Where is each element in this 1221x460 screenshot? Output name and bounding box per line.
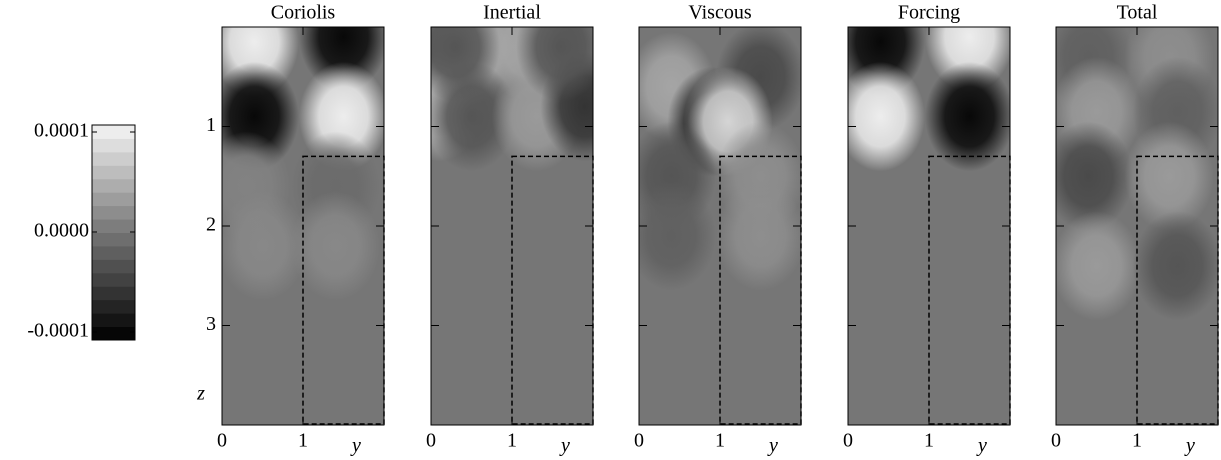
contour-blob — [1132, 211, 1218, 321]
colorbar-band — [92, 313, 135, 328]
y-axis-label: z — [196, 383, 205, 405]
colorbar-band — [92, 165, 135, 180]
colorbar-band — [92, 205, 135, 220]
panel-title: Total — [1117, 2, 1158, 24]
contour-blob — [924, 61, 1010, 172]
x-tick-label: 1 — [507, 430, 517, 452]
x-axis-label: y — [767, 435, 778, 457]
contour-blob — [1056, 121, 1133, 231]
x-tick-label: 0 — [217, 430, 227, 452]
contour-blob — [431, 27, 500, 102]
inset-box — [928, 155, 1011, 425]
contour-blob — [290, 191, 380, 301]
x-tick-label: 0 — [843, 430, 853, 452]
contour-blob — [1124, 121, 1214, 231]
colorbar-tick-label: 0.0001 — [34, 120, 89, 142]
x-axis-label: y — [350, 435, 361, 457]
colorbar-band — [92, 138, 135, 153]
colorbar-band — [92, 192, 135, 207]
colorbar-band — [92, 326, 135, 341]
panel-title: Inertial — [483, 2, 541, 24]
contour-blob — [1056, 211, 1142, 321]
colorbar-band — [92, 272, 135, 287]
colorbar-band — [92, 259, 135, 274]
panel — [222, 27, 384, 425]
x-axis-label: y — [559, 435, 570, 457]
contour-blob — [639, 181, 716, 291]
x-tick-label: 0 — [426, 430, 436, 452]
inset-box — [302, 155, 385, 425]
panel — [431, 27, 593, 425]
x-tick-label: 1 — [1132, 430, 1142, 452]
inset-box — [511, 155, 594, 425]
x-axis-label: y — [1184, 435, 1195, 457]
contour-blob — [516, 27, 593, 102]
x-tick-label: 1 — [924, 430, 934, 452]
x-tick-label: 0 — [1051, 430, 1061, 452]
panel — [1056, 27, 1218, 425]
colorbar-band — [92, 286, 135, 301]
colorbar-band — [92, 125, 135, 139]
x-tick-label: 1 — [715, 430, 725, 452]
colorbar-tick-label: 0.0000 — [34, 220, 89, 242]
inset-box — [719, 155, 802, 425]
panel — [639, 27, 801, 425]
contour-blob — [222, 191, 308, 301]
contour-blob — [848, 61, 925, 172]
panel — [848, 27, 1010, 425]
y-tick-label: 2 — [206, 214, 216, 236]
y-tick-label: 1 — [206, 114, 216, 136]
y-tick-label: 3 — [206, 313, 216, 335]
colorbar-band — [92, 299, 135, 314]
panel-title: Forcing — [898, 2, 960, 24]
colorbar-band — [92, 232, 135, 247]
contour-blob — [715, 181, 801, 291]
x-tick-label: 0 — [634, 430, 644, 452]
colorbar-band — [92, 178, 135, 193]
colorbar-band — [92, 151, 135, 166]
panel-title: Viscous — [688, 2, 751, 24]
colorbar-band — [92, 245, 135, 260]
x-axis-label: y — [976, 435, 987, 457]
panel-title: Coriolis — [271, 2, 336, 24]
colorbar-band — [92, 219, 135, 233]
inset-box — [1136, 155, 1219, 425]
x-tick-label: 1 — [298, 430, 308, 452]
colorbar-tick-label: -0.0001 — [27, 320, 89, 342]
